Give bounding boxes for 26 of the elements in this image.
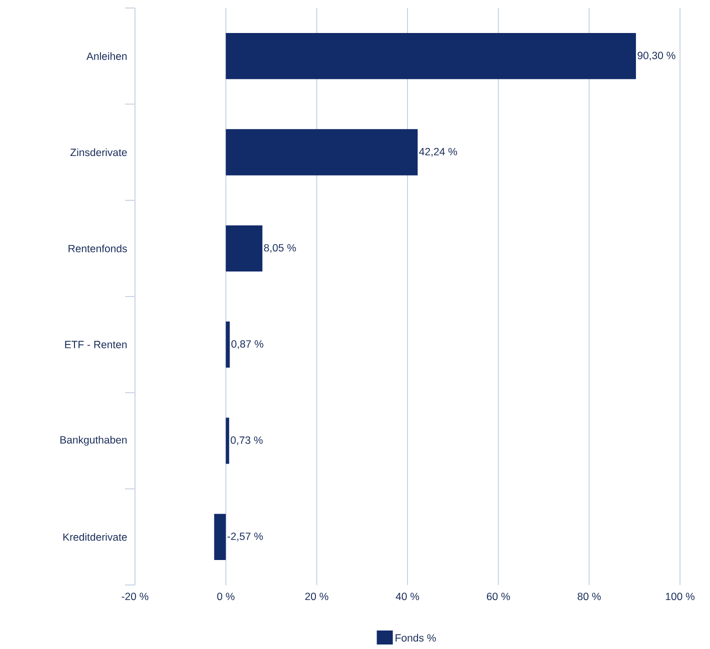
data-label: -2,57 %: [228, 532, 263, 542]
x-tick-label: 60 %: [486, 592, 510, 600]
y-tick-label: ETF - Renten: [65, 340, 127, 348]
data-label: 90,30 %: [638, 52, 676, 60]
x-tick-label: 40 %: [396, 592, 420, 600]
x-tick-label: -20 %: [122, 592, 148, 600]
y-tick-label: Kreditderivate: [63, 533, 127, 541]
bar: [226, 33, 636, 80]
data-label: 0,73 %: [230, 436, 263, 446]
x-tick-label: 20 %: [305, 592, 328, 600]
data-label: 8,05 %: [264, 244, 296, 253]
bar: [226, 129, 418, 176]
y-tick-label: Bankguthaben: [60, 436, 127, 446]
x-tick-label: 80 %: [578, 592, 601, 600]
x-tick-label: 0 %: [217, 592, 235, 600]
y-tick-label: Anleihen: [86, 52, 127, 60]
data-label: 0,87 %: [231, 340, 264, 349]
y-tick-label: Rentenfonds: [68, 244, 127, 252]
x-tick-label: 100 %: [666, 592, 695, 600]
bar: [226, 418, 230, 464]
bar: [226, 322, 230, 368]
y-tick-label: Zinsderivate: [70, 148, 127, 156]
legend-label: Fonds %: [396, 634, 436, 642]
bar: [226, 225, 262, 272]
bar: [214, 514, 226, 560]
data-label: 42,24 %: [419, 148, 458, 157]
